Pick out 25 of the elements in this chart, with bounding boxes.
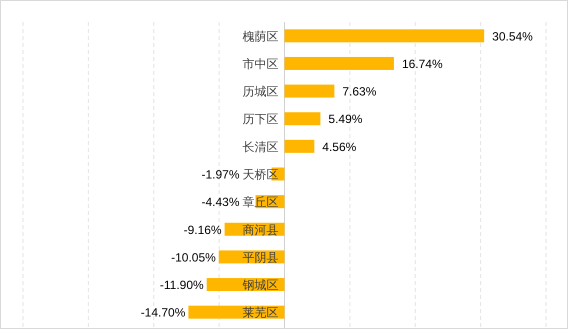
bar [284, 112, 320, 126]
y-tick-label: 历城区 [242, 84, 278, 99]
bar [284, 84, 334, 98]
data-label: 7.63% [342, 84, 377, 99]
data-label: -9.16% [184, 222, 222, 237]
data-label: 30.54% [492, 29, 534, 44]
y-tick-label: 市中区 [242, 56, 278, 71]
data-label: 16.74% [402, 56, 443, 71]
y-tick-label: 平阴县 [242, 250, 278, 264]
y-tick-label: 历下区 [242, 112, 278, 126]
data-label: -1.97% [201, 168, 240, 182]
data-label: 5.49% [328, 112, 363, 126]
y-tick-label: 商河县 [242, 222, 278, 237]
data-label: -11.90% [160, 278, 204, 292]
bar [284, 140, 314, 153]
bar [284, 29, 484, 42]
y-tick-label: 莱芜区 [242, 306, 278, 320]
y-tick-label: 槐荫区 [242, 29, 278, 44]
data-label: -10.05% [171, 250, 216, 264]
data-label: -14.70% [140, 306, 186, 320]
bar [284, 56, 394, 70]
data-label: -4.43% [201, 195, 240, 210]
data-label: 4.56% [322, 140, 357, 154]
y-tick-label: 钢城区 [242, 278, 278, 292]
y-tick-label: 长清区 [242, 140, 278, 154]
